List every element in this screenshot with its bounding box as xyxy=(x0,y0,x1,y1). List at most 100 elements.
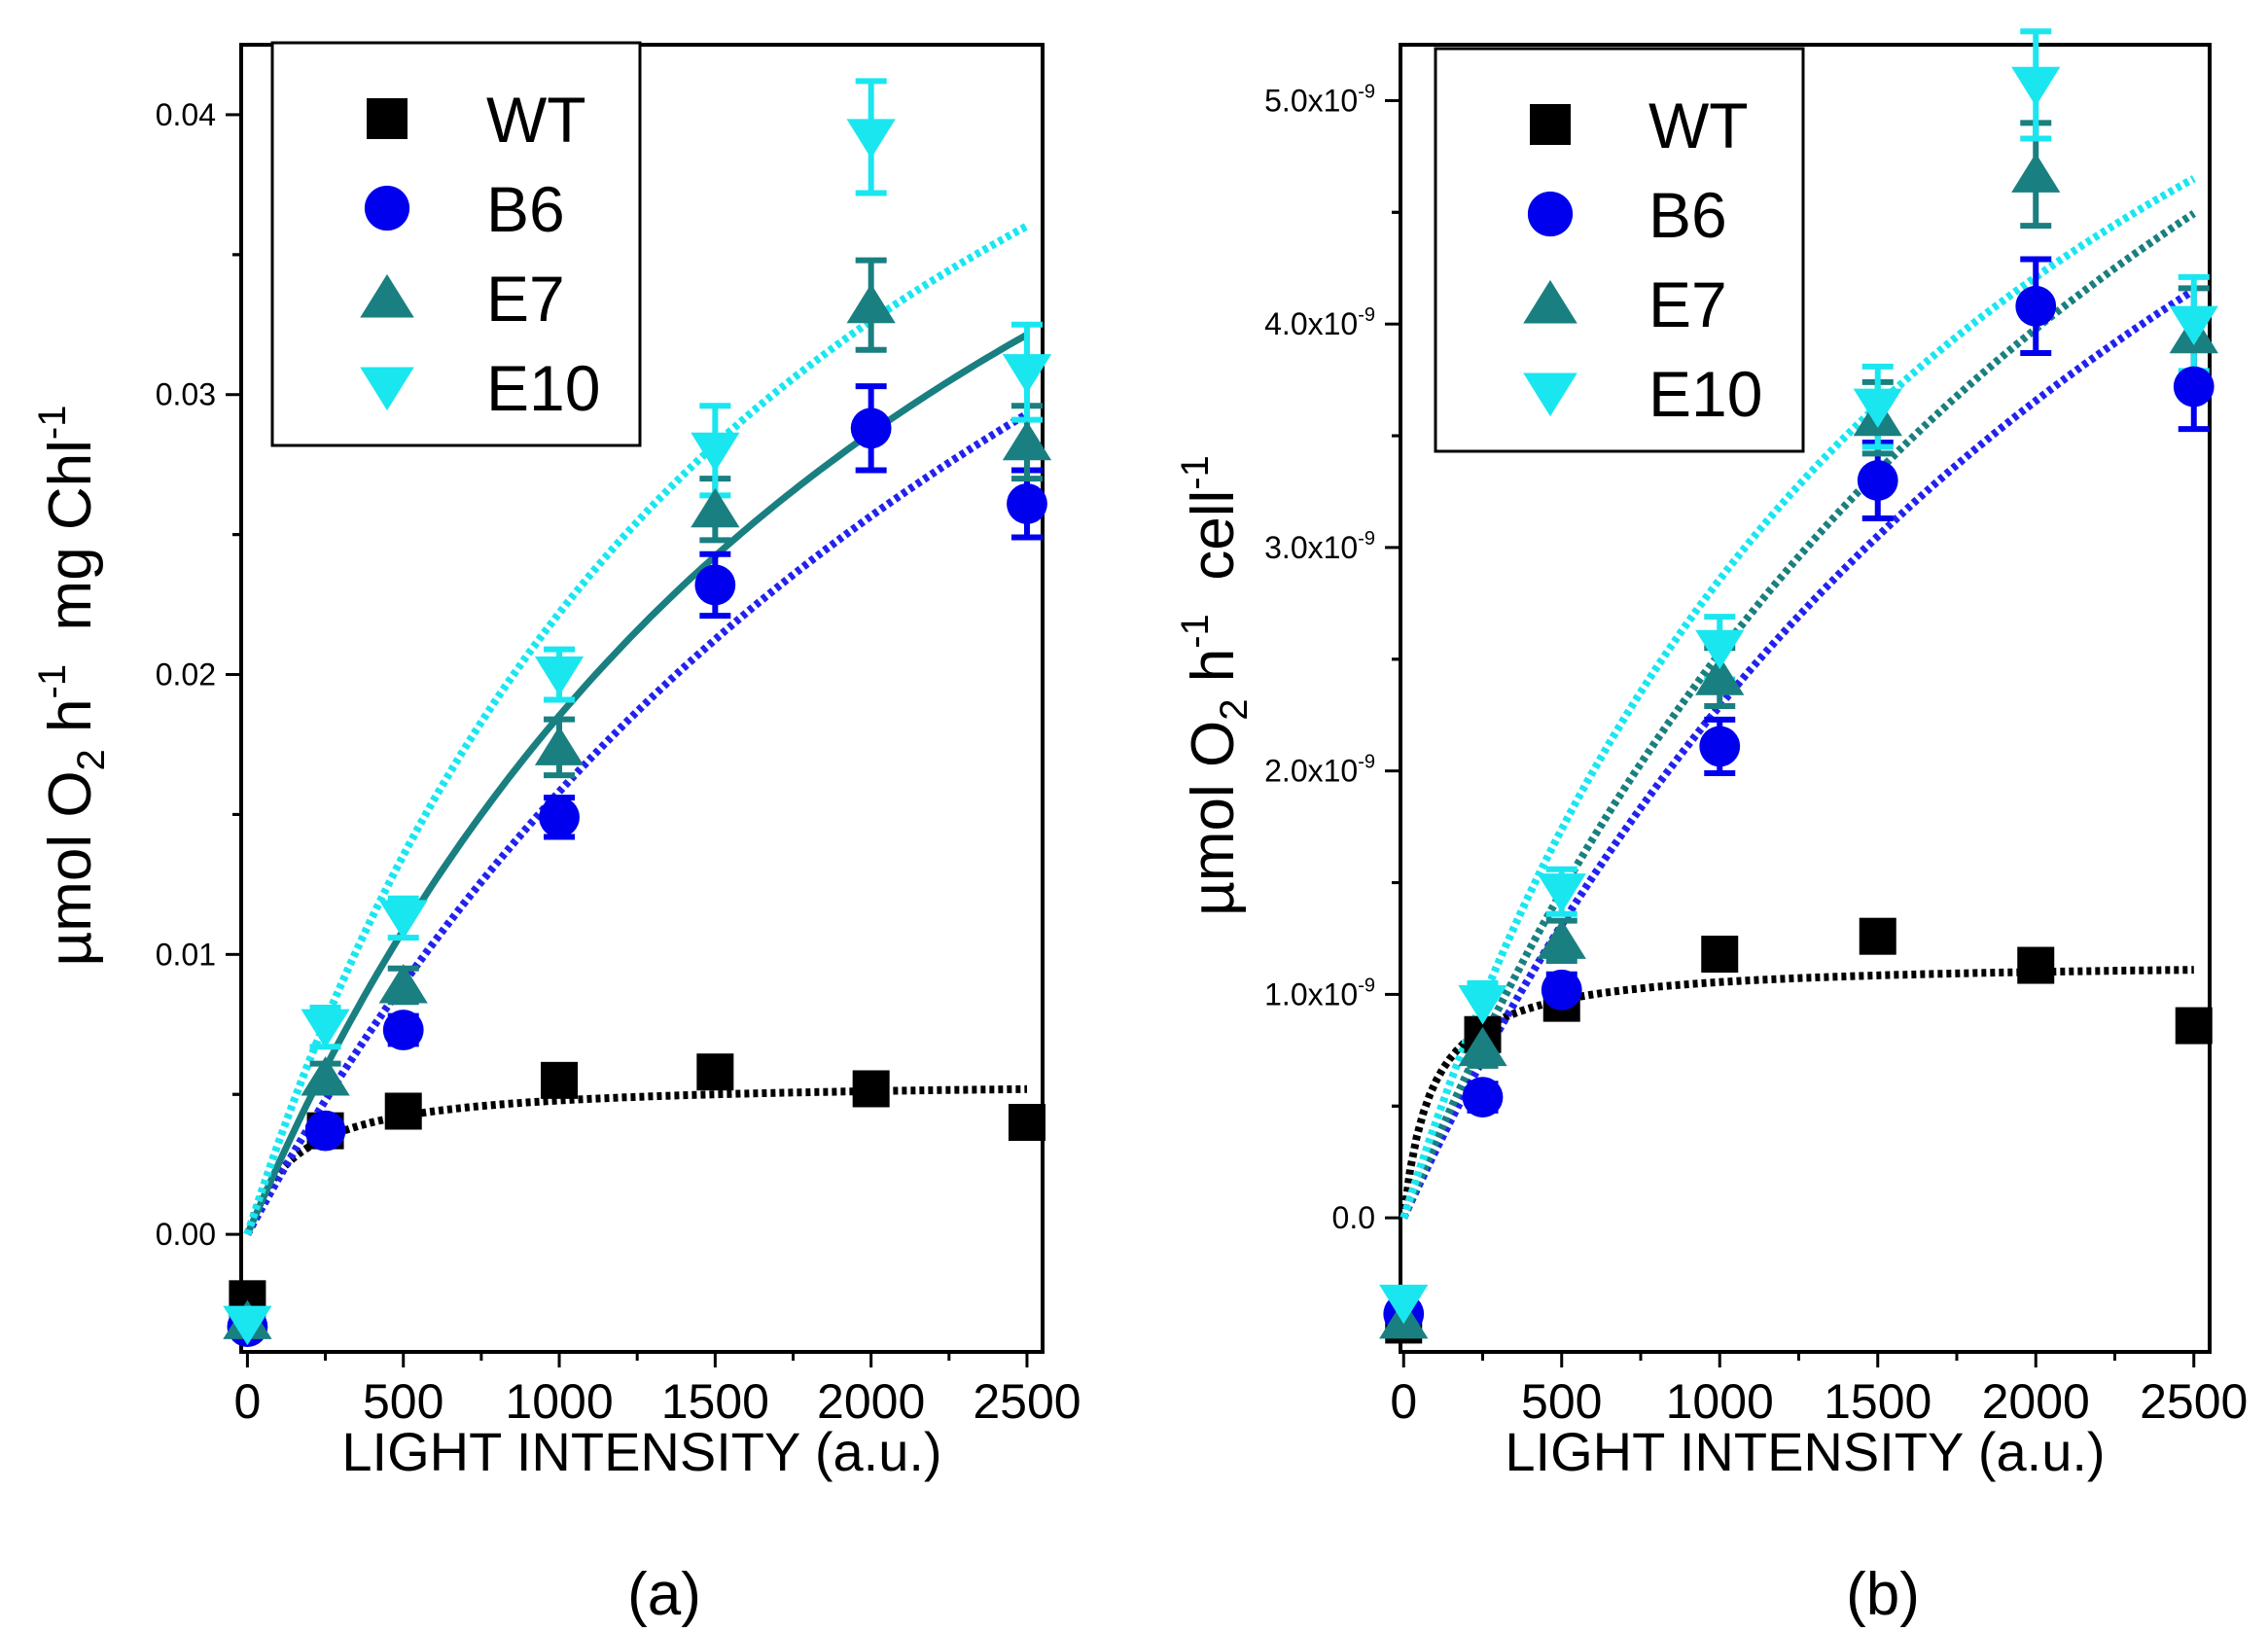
x-tick-label: 1000 xyxy=(1666,1374,1774,1429)
legend: WT B6 E7 E10 xyxy=(270,41,642,447)
y-tick-label: 0.00 xyxy=(156,1217,216,1252)
legend-marker-b6 xyxy=(364,185,410,231)
data-point-e10 xyxy=(1537,873,1586,913)
legend-marker-wt xyxy=(1530,104,1571,145)
data-point-wt xyxy=(541,1061,579,1099)
data-point-b6 xyxy=(1541,969,1582,1011)
legend-items: WT B6 E7 E10 xyxy=(1523,89,1762,430)
data-point-wt xyxy=(1859,917,1896,955)
x-tick-label: 2500 xyxy=(973,1374,1081,1429)
fit-curve-b6 xyxy=(1400,287,2196,1220)
chart-panel-a: 0.00 0.01 0.02 0.03 0.04 0 500 1000 1500 2000 250… xyxy=(31,41,1081,1628)
fit-curve-e10 xyxy=(243,222,1029,1236)
data-point-e10 xyxy=(378,900,428,940)
plot-area-frame xyxy=(1399,43,2212,1354)
y-tick-label: 5.0x10-9 xyxy=(1264,81,1375,118)
fit-curves xyxy=(243,222,1030,1237)
plot-area-frame xyxy=(239,43,1045,1354)
data-point-e10 xyxy=(534,656,585,696)
y-tick-label: 0.0 xyxy=(1332,1200,1375,1235)
data-point-e10 xyxy=(301,1009,350,1049)
data-point-e10 xyxy=(691,432,740,473)
fit-curve-b6 xyxy=(243,410,1030,1237)
legend-label-e10: E10 xyxy=(486,352,600,424)
y-axis-label: µmol O2 h-1 cell-1 xyxy=(1174,455,1256,916)
y-tick-label: 0.02 xyxy=(156,657,216,692)
data-point-wt xyxy=(2175,1007,2213,1045)
y-tick-label: 0.03 xyxy=(156,377,216,412)
data-point-b6 xyxy=(2015,285,2057,327)
fit-curve-e7 xyxy=(244,332,1029,1236)
data-point-b6 xyxy=(850,408,892,449)
y-tick-mantissa: 2.0x10 xyxy=(1264,754,1358,789)
data-point-b6 xyxy=(1007,483,1047,524)
data-point-e7 xyxy=(301,1056,350,1096)
y-tick-mantissa: 1.0x10 xyxy=(1264,976,1358,1011)
legend-frame xyxy=(1434,47,1805,453)
x-axis-label: LIGHT INTENSITY (a.u.) xyxy=(341,1421,941,1482)
x-tick-label: 1500 xyxy=(1824,1374,1931,1429)
y-tick-exponent: -9 xyxy=(1358,81,1375,102)
y-tick-mantissa: 5.0x10 xyxy=(1264,83,1358,118)
data-point-e10 xyxy=(1695,629,1745,670)
legend-frame xyxy=(270,41,642,447)
x-tick-labels: 0 500 1000 1500 2000 2500 xyxy=(234,1374,1081,1429)
legend-label-b6: B6 xyxy=(1648,179,1727,251)
fit-curve-wt xyxy=(243,1084,1028,1236)
y-tick-label: 3.0x10-9 xyxy=(1264,528,1375,565)
data-point-e7 xyxy=(2011,153,2061,193)
legend-marker-e7 xyxy=(1523,279,1577,324)
data-point-wt xyxy=(852,1070,890,1108)
data-point-e10 xyxy=(1379,1284,1429,1325)
x-tick-label: 500 xyxy=(1521,1374,1602,1429)
x-tick-label: 500 xyxy=(363,1374,443,1429)
data-point-e10 xyxy=(2011,66,2061,107)
x-tick-label: 0 xyxy=(1390,1374,1417,1429)
data-point-wt xyxy=(1701,936,1739,974)
x-tick-label: 1500 xyxy=(661,1374,769,1429)
legend-label-wt: WT xyxy=(1648,89,1749,161)
data-point-b6 xyxy=(694,564,736,606)
y-tick-label: 1.0x10-9 xyxy=(1264,975,1375,1011)
x-tick-label: 1000 xyxy=(505,1374,613,1429)
legend-marker-e10 xyxy=(360,367,414,411)
y-tick-labels: 0.01.0x10-92.0x10-93.0x10-94.0x10-95.0x1… xyxy=(1264,81,1375,1235)
data-point-b6 xyxy=(2173,366,2215,408)
panel-label-b: (b) xyxy=(1846,1561,1920,1628)
data-point-b6 xyxy=(382,1010,424,1050)
y-tick-exponent: -9 xyxy=(1358,752,1375,773)
y-tick-exponent: -9 xyxy=(1358,304,1375,326)
y-tick-mantissa: 3.0x10 xyxy=(1264,530,1358,565)
data-points xyxy=(223,119,1052,1347)
data-point-wt xyxy=(2017,946,2055,984)
y-tick-mantissa: 0.0 xyxy=(1332,1200,1375,1235)
data-point-e7 xyxy=(1002,420,1052,461)
fit-curve-e7 xyxy=(1400,210,2197,1220)
x-tick-label: 2500 xyxy=(2140,1374,2248,1429)
y-tick-label: 0.04 xyxy=(156,97,216,132)
panel-label-a: (a) xyxy=(627,1561,701,1628)
data-point-b6 xyxy=(304,1110,346,1152)
legend-marker-b6 xyxy=(1527,191,1574,237)
data-point-e7 xyxy=(378,964,428,1004)
x-tick-label: 2000 xyxy=(817,1374,925,1429)
data-point-b6 xyxy=(1857,460,1898,501)
data-point-wt xyxy=(1008,1104,1045,1142)
fit-curves xyxy=(1400,175,2197,1220)
data-point-e7 xyxy=(691,487,740,528)
legend-label-wt: WT xyxy=(486,84,586,156)
data-point-e10 xyxy=(1853,388,1902,429)
x-axis-label: LIGHT INTENSITY (a.u.) xyxy=(1505,1421,2105,1482)
data-points xyxy=(1379,66,2218,1344)
data-point-wt xyxy=(384,1092,422,1130)
legend-marker-e10 xyxy=(1523,373,1577,417)
data-point-b6 xyxy=(539,797,580,838)
axis-ticks xyxy=(226,113,1029,1367)
legend-label-e7: E7 xyxy=(486,263,565,335)
y-tick-labels: 0.00 0.01 0.02 0.03 0.04 xyxy=(156,97,216,1252)
y-tick-exponent: -9 xyxy=(1358,975,1375,996)
legend-marker-e7 xyxy=(360,273,414,318)
chart-panel-b: 0.01.0x10-92.0x10-93.0x10-94.0x10-95.0x1… xyxy=(1174,28,2248,1628)
legend-label-e7: E7 xyxy=(1648,268,1727,340)
